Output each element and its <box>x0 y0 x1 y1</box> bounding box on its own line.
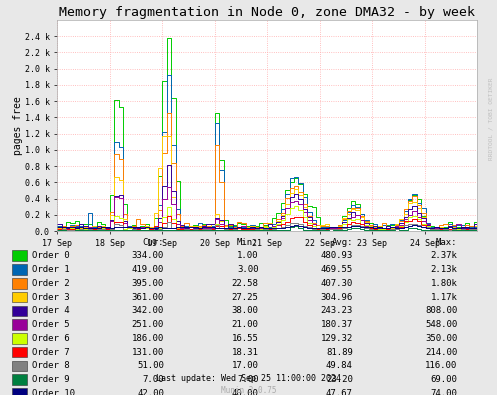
Text: 480.93: 480.93 <box>321 251 353 260</box>
Text: 243.23: 243.23 <box>321 306 353 315</box>
Text: 40.00: 40.00 <box>232 389 258 395</box>
Text: 23.20: 23.20 <box>326 375 353 384</box>
Bar <box>12 305 27 316</box>
Bar <box>12 388 27 395</box>
Bar <box>12 361 27 371</box>
Text: 1.17k: 1.17k <box>430 293 457 301</box>
Text: Order 2: Order 2 <box>32 279 70 288</box>
Text: 27.25: 27.25 <box>232 293 258 301</box>
Text: 3.00: 3.00 <box>237 265 258 274</box>
Bar <box>12 374 27 385</box>
Bar <box>12 278 27 288</box>
Text: 69.00: 69.00 <box>430 375 457 384</box>
Text: Order 3: Order 3 <box>32 293 70 301</box>
Text: 361.00: 361.00 <box>132 293 164 301</box>
Text: Max:: Max: <box>436 238 457 247</box>
Text: 469.55: 469.55 <box>321 265 353 274</box>
Text: 22.58: 22.58 <box>232 279 258 288</box>
Text: 49.84: 49.84 <box>326 361 353 371</box>
Bar <box>12 333 27 344</box>
Text: 2.37k: 2.37k <box>430 251 457 260</box>
Text: 1.80k: 1.80k <box>430 279 457 288</box>
Text: 51.00: 51.00 <box>137 361 164 371</box>
Text: Last update: Wed Sep 25 11:00:00 2024: Last update: Wed Sep 25 11:00:00 2024 <box>156 374 341 383</box>
Text: 419.00: 419.00 <box>132 265 164 274</box>
Text: 17.00: 17.00 <box>232 361 258 371</box>
Title: Memory fragmentation in Node 0, zone DMA32 - by week: Memory fragmentation in Node 0, zone DMA… <box>59 6 475 19</box>
Text: Cur:: Cur: <box>143 238 164 247</box>
Text: 7.00: 7.00 <box>237 375 258 384</box>
Text: 342.00: 342.00 <box>132 306 164 315</box>
Text: Order 5: Order 5 <box>32 320 70 329</box>
Bar <box>12 347 27 357</box>
Text: 808.00: 808.00 <box>425 306 457 315</box>
Text: Order 0: Order 0 <box>32 251 70 260</box>
Bar <box>12 264 27 275</box>
Text: 7.00: 7.00 <box>143 375 164 384</box>
Text: 16.55: 16.55 <box>232 334 258 343</box>
Text: Munin 2.0.75: Munin 2.0.75 <box>221 386 276 395</box>
Text: RRDTOOL / TOBI OETIKER: RRDTOOL / TOBI OETIKER <box>489 77 494 160</box>
Text: Order 9: Order 9 <box>32 375 70 384</box>
Text: 42.00: 42.00 <box>137 389 164 395</box>
Text: Order 1: Order 1 <box>32 265 70 274</box>
Bar <box>12 250 27 261</box>
Text: 214.00: 214.00 <box>425 348 457 357</box>
Text: 548.00: 548.00 <box>425 320 457 329</box>
Text: 81.89: 81.89 <box>326 348 353 357</box>
Text: 2.13k: 2.13k <box>430 265 457 274</box>
Text: Order 8: Order 8 <box>32 361 70 371</box>
Text: 304.96: 304.96 <box>321 293 353 301</box>
Text: 18.31: 18.31 <box>232 348 258 357</box>
Text: Order 10: Order 10 <box>32 389 76 395</box>
Text: 74.00: 74.00 <box>430 389 457 395</box>
Bar <box>12 319 27 330</box>
Text: Min:: Min: <box>237 238 258 247</box>
Text: 129.32: 129.32 <box>321 334 353 343</box>
Text: Order 6: Order 6 <box>32 334 70 343</box>
Text: 350.00: 350.00 <box>425 334 457 343</box>
Text: 131.00: 131.00 <box>132 348 164 357</box>
Y-axis label: pages free: pages free <box>13 96 23 155</box>
Text: 251.00: 251.00 <box>132 320 164 329</box>
Text: 334.00: 334.00 <box>132 251 164 260</box>
Text: 38.00: 38.00 <box>232 306 258 315</box>
Text: 47.67: 47.67 <box>326 389 353 395</box>
Text: Order 7: Order 7 <box>32 348 70 357</box>
Text: 1.00: 1.00 <box>237 251 258 260</box>
Text: 21.00: 21.00 <box>232 320 258 329</box>
Text: 116.00: 116.00 <box>425 361 457 371</box>
Bar <box>12 292 27 302</box>
Text: 395.00: 395.00 <box>132 279 164 288</box>
Text: Avg:: Avg: <box>331 238 353 247</box>
Text: Order 4: Order 4 <box>32 306 70 315</box>
Text: 407.30: 407.30 <box>321 279 353 288</box>
Text: 180.37: 180.37 <box>321 320 353 329</box>
Text: 186.00: 186.00 <box>132 334 164 343</box>
